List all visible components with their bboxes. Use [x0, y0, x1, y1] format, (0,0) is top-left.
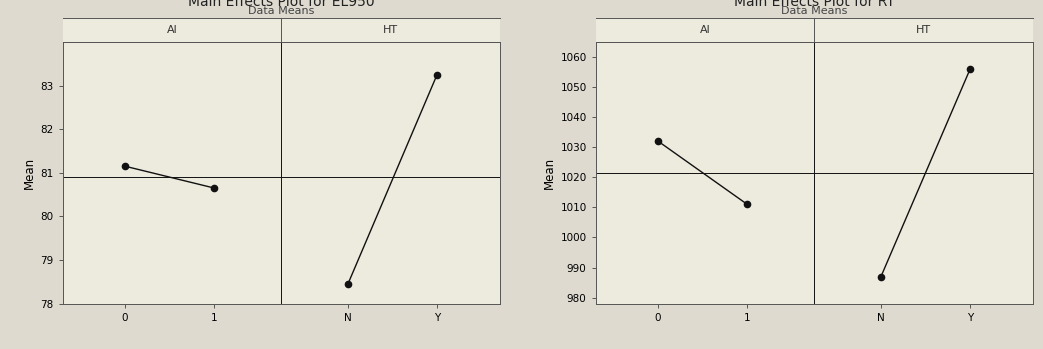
Text: Data Means: Data Means: [248, 6, 314, 16]
Text: Al: Al: [167, 25, 177, 35]
Text: HT: HT: [383, 25, 397, 35]
Y-axis label: Mean: Mean: [543, 157, 556, 189]
Text: HT: HT: [916, 25, 931, 35]
FancyBboxPatch shape: [63, 18, 500, 42]
Text: Data Means: Data Means: [781, 6, 847, 16]
Title: Main Effects Plot for EL950: Main Effects Plot for EL950: [188, 0, 374, 9]
Text: Al: Al: [700, 25, 710, 35]
Y-axis label: Mean: Mean: [23, 157, 37, 189]
Title: Main Effects Plot for RT: Main Effects Plot for RT: [733, 0, 895, 9]
FancyBboxPatch shape: [596, 18, 1033, 42]
